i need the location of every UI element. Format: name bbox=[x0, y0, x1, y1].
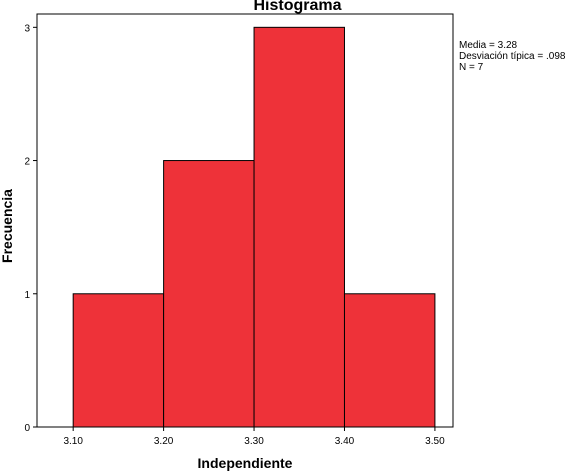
y-axis: 0 1 2 3 bbox=[24, 23, 37, 434]
y-tick-label-2: 2 bbox=[24, 157, 30, 168]
bars-group bbox=[72, 26, 436, 428]
stat-n: N = 7 bbox=[459, 62, 484, 73]
y-axis-label: Frecuencia bbox=[0, 189, 15, 263]
histogram-bar-0 bbox=[72, 293, 165, 428]
y-tick-label-1: 1 bbox=[24, 290, 30, 301]
y-tick-label-3: 3 bbox=[24, 23, 30, 34]
histogram-bar-2 bbox=[253, 26, 345, 428]
y-tick-label-0: 0 bbox=[24, 423, 30, 434]
histogram-bar-3 bbox=[343, 293, 436, 428]
x-tick-label-3: 3.40 bbox=[335, 436, 355, 447]
stat-std-dev: Desviación típica = .098 bbox=[459, 51, 566, 62]
x-tick-label-1: 3.20 bbox=[154, 436, 174, 447]
x-axis-label: Independiente bbox=[197, 455, 293, 471]
x-tick-label-2: 3.30 bbox=[244, 436, 264, 447]
stat-mean: Media = 3.28 bbox=[459, 40, 518, 51]
x-axis: 3.10 3.20 3.30 3.40 3.50 bbox=[63, 427, 445, 447]
chart-title: Histograma bbox=[253, 0, 342, 14]
stats-box: Media = 3.28 Desviación típica = .098 N … bbox=[459, 40, 565, 73]
x-tick-label-0: 3.10 bbox=[63, 436, 83, 447]
x-tick-label-4: 3.50 bbox=[425, 436, 445, 447]
histogram-bar-1 bbox=[163, 160, 255, 428]
